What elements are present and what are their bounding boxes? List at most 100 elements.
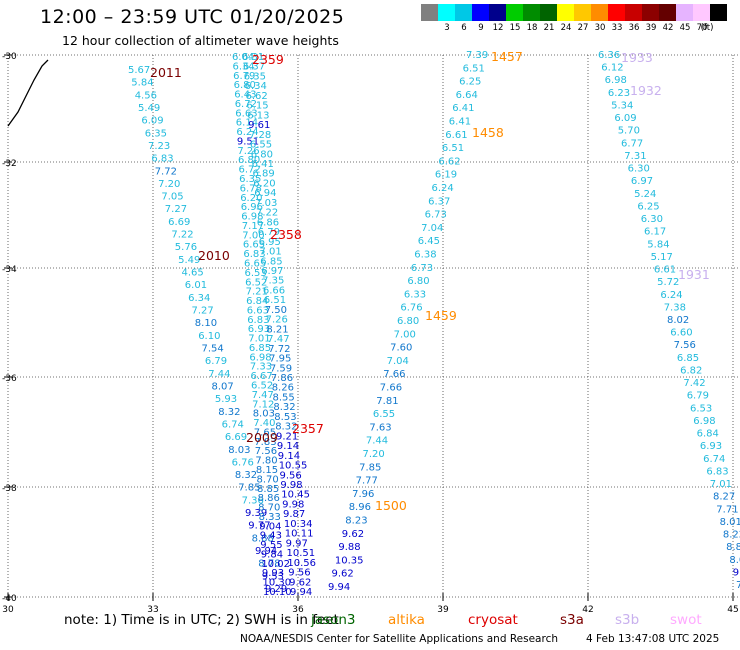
wave-height-label: 9.04 (259, 521, 281, 532)
wave-height-label: 7.26 (266, 315, 288, 326)
wave-height-label: 6.79 (233, 71, 255, 82)
wave-height-label: 6.24 (432, 183, 454, 194)
legend-swatch (438, 4, 455, 21)
wave-height-label: 6.80 (234, 80, 256, 91)
wave-height-label: 8.15 (256, 465, 278, 476)
wave-height-label: 7.47 (267, 334, 289, 345)
wave-height-label: 9.88 (338, 542, 360, 553)
wave-height-label: 7.47 (252, 390, 274, 401)
wave-height-label: 6.33 (404, 289, 426, 300)
wave-height-label: 7.27 (192, 306, 214, 317)
wave-height-label: 6.14 (236, 118, 258, 129)
wave-height-label: 9.55 (260, 540, 282, 551)
wave-height-label: 5.76 (175, 242, 197, 253)
wave-height-label: 9.77 (248, 521, 270, 532)
wave-height-label: 7.35 (262, 276, 284, 287)
wave-height-label: 8.22 (723, 530, 740, 541)
legend-label: 33 (611, 23, 623, 33)
wave-height-label: 6.65 (243, 240, 265, 251)
track-cryosat-right: 6.316.376.356.346.626.156.139.617.286.55… (242, 52, 316, 598)
wave-height-label: 6.73 (425, 210, 447, 221)
map-subtitle: 12 hour collection of altimeter wave hei… (62, 33, 339, 48)
wave-height-label: 8.03 (253, 409, 275, 420)
wave-height-label: 9.62 (289, 577, 311, 588)
lon-label: 42 (582, 605, 593, 615)
wave-height-label: 7.96 (352, 489, 374, 500)
wave-height-label: 6.24 (660, 290, 682, 301)
wave-height-label: 6.37 (428, 196, 450, 207)
wave-height-label: 6.13 (247, 110, 269, 121)
wave-height-label: 6.51 (463, 63, 485, 74)
legend-swatch (574, 4, 591, 21)
wave-height-label: 6.37 (243, 62, 265, 73)
wave-height-label: 6.24 (236, 127, 258, 138)
wave-height-label: 7.60 (390, 343, 412, 354)
wave-height-label: 6.98 (241, 212, 263, 223)
wave-height-label: 6.34 (233, 61, 255, 72)
wave-height-label: 6.76 (400, 303, 422, 314)
wave-height-label: 8.10 (195, 318, 217, 329)
wave-height-label: 8.07 (212, 382, 234, 393)
wave-height-label: 5.34 (611, 101, 633, 112)
mission-label-s3a: s3a (560, 612, 584, 628)
legend-label: 21 (543, 23, 555, 33)
wave-height-label: 7.20 (363, 449, 385, 460)
wave-height-label: 6.35 (145, 128, 167, 139)
wave-height-label: 8.70 (257, 474, 279, 485)
wave-height-label: 10.34 (284, 519, 313, 530)
wave-height-label: 10.35 (335, 555, 364, 566)
wave-height-label: 6.80 (407, 276, 429, 287)
wave-height-label: 6.63 (235, 108, 257, 119)
wave-height-label: 8.86 (258, 493, 280, 504)
legend-label: 39 (645, 23, 657, 33)
wave-height-label: 7.86 (271, 373, 293, 384)
legend-swatch (506, 4, 523, 21)
legend-label: 45 (679, 23, 691, 33)
wave-height-label: 7.31 (624, 151, 646, 162)
lon-label: 30 (2, 605, 14, 615)
wave-height-label: 10.51 (287, 548, 316, 559)
lat-lon-grid (4, 54, 740, 601)
wave-height-label: 6.66 (263, 286, 285, 297)
wave-height-label: 6.98 (249, 352, 271, 363)
mission-label-swot: swot (670, 612, 702, 628)
wave-height-label: 6.74 (222, 419, 244, 430)
map-title: 12:00 – 23:59 UTC 01/20/2025 (40, 6, 345, 28)
wave-height-label: 7.22 (256, 208, 278, 219)
wave-height-label: 6.72 (235, 99, 257, 110)
wave-height-label: 6.83 (706, 466, 728, 477)
wave-height-label: 6.76 (232, 457, 254, 468)
wave-height-label: 7.66 (383, 369, 405, 380)
track-cryosat-left: 6.046.346.796.806.436.726.636.146.249.51… (232, 52, 292, 598)
legend-swatch (472, 4, 489, 21)
legend-swatch (710, 4, 727, 21)
lat-label: -32 (2, 159, 17, 169)
wave-height-label: 5.84 (647, 239, 669, 250)
wave-height-label: 7.26 (237, 146, 259, 157)
wave-height-label: 5.49 (138, 103, 160, 114)
wave-height-label: 6.34 (188, 293, 210, 304)
wave-height-label: 6.79 (258, 227, 280, 238)
legend-swatch (557, 4, 574, 21)
time-labels: 2011 2359 1457 1933 1932 1458 2358 2010 1931 1459… (150, 49, 710, 513)
wave-height-label: 10.11 (285, 529, 314, 540)
time-label: 1931 (678, 267, 710, 282)
time-label: 1500 (375, 498, 407, 513)
wave-height-label: 6.72 (239, 165, 261, 176)
wave-height-label: 6.69 (225, 432, 247, 443)
wave-height-label: 9.39 (245, 508, 267, 519)
wave-height-label: 5.70 (618, 126, 640, 137)
wave-height-label: 7.63 (369, 422, 391, 433)
wave-height-label: 9.94 (255, 546, 277, 557)
note-text: note: 1) Time is in UTC; 2) SWH is in fe… (64, 612, 339, 628)
wave-height-label: 8.78 (258, 559, 280, 570)
wave-height-label: 6.34 (245, 81, 267, 92)
wave-height-label: 6.04 (232, 52, 254, 63)
wave-height-label: 5.17 (651, 252, 673, 263)
wave-height-label: 6.89 (253, 169, 275, 180)
mission-label-jason3: jason3 (311, 612, 356, 628)
wave-height-label: 6.61 (654, 265, 676, 276)
wave-height-label: 7.38 (664, 302, 686, 313)
wave-height-label: 7.80 (255, 456, 277, 467)
wave-height-label: 6.36 (598, 50, 620, 61)
